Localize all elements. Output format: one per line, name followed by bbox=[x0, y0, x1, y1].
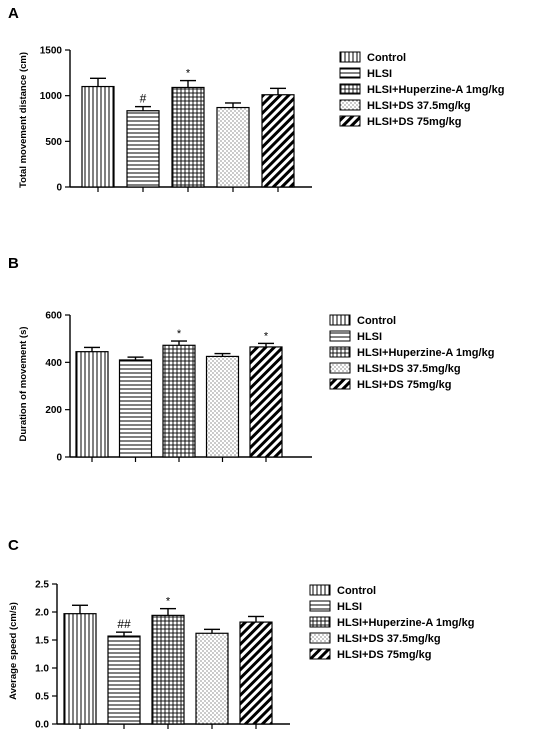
legend-swatch bbox=[309, 632, 331, 644]
y-axis: 0.0 0.5 1.0 1.5 2.0 2.5 bbox=[35, 580, 58, 731]
panel-a: A Total movement distance (cm) 0 500 1000 1… bbox=[8, 5, 504, 194]
y-tick-label: 2.5 bbox=[35, 580, 49, 591]
x-axis bbox=[70, 186, 312, 192]
legend-swatch bbox=[329, 330, 351, 342]
bar bbox=[239, 621, 273, 725]
bar bbox=[107, 635, 141, 725]
legend-label: Control bbox=[357, 315, 396, 327]
legend-label: HLSI+DS 37.5mg/kg bbox=[367, 100, 471, 112]
y-axis-label: Average speed (cm/s) bbox=[8, 602, 19, 700]
legend-swatch bbox=[339, 51, 361, 63]
y-tick-label: 2.0 bbox=[35, 608, 49, 619]
panel-label: B bbox=[8, 255, 19, 272]
legend-swatch bbox=[309, 616, 331, 628]
y-axis-label: Duration of movement (s) bbox=[18, 326, 29, 441]
bar bbox=[81, 85, 115, 188]
legend-label: Control bbox=[367, 52, 406, 64]
x-axis bbox=[70, 456, 312, 462]
y-axis: 0 200 400 600 bbox=[45, 311, 71, 464]
bar bbox=[75, 351, 109, 458]
legend-swatch bbox=[339, 67, 361, 79]
bar bbox=[151, 614, 185, 725]
y-tick-label: 0.5 bbox=[35, 692, 49, 703]
legend-swatch bbox=[309, 584, 331, 596]
y-tick-label: 1000 bbox=[40, 91, 63, 102]
legend-swatch bbox=[329, 362, 351, 374]
legend-label: HLSI+DS 75mg/kg bbox=[337, 649, 431, 661]
y-tick-label: 1500 bbox=[40, 46, 63, 57]
legend-swatch bbox=[329, 378, 351, 390]
panel-label: C bbox=[8, 537, 19, 554]
y-tick-label: 0.0 bbox=[35, 720, 49, 731]
panel-c: C Average speed (cm/s) 0.0 0.5 1.0 1.5 2.0 2.… bbox=[8, 537, 474, 731]
bar bbox=[162, 344, 196, 458]
legend-label: Control bbox=[337, 585, 376, 597]
legend-label: HLSI+DS 37.5mg/kg bbox=[337, 633, 441, 645]
y-axis-label: Total movement distance (cm) bbox=[18, 52, 29, 188]
y-tick-label: 400 bbox=[45, 358, 62, 369]
y-tick-label: 0 bbox=[56, 453, 62, 464]
y-tick-label: 200 bbox=[45, 405, 62, 416]
legend-label: HLSI bbox=[367, 68, 392, 80]
legend: Control HLSI HLSI+Huperzine-A 1mg/kg HLSI+D… bbox=[339, 51, 504, 128]
bar bbox=[249, 346, 283, 458]
significance-marker: * bbox=[264, 330, 269, 342]
bar bbox=[261, 94, 295, 188]
legend-swatch bbox=[329, 314, 351, 326]
significance-marker: * bbox=[177, 328, 182, 340]
significance-marker: ## bbox=[117, 617, 131, 631]
bar bbox=[195, 632, 229, 725]
y-axis: 0 500 1000 1500 bbox=[40, 46, 71, 194]
bars: #* bbox=[81, 68, 295, 188]
legend-label: HLSI bbox=[357, 331, 382, 343]
legend-swatch bbox=[329, 346, 351, 358]
legend-swatch bbox=[309, 600, 331, 612]
y-tick-label: 1.5 bbox=[35, 636, 49, 647]
bar bbox=[126, 110, 160, 188]
legend-label: HLSI+DS 75mg/kg bbox=[357, 379, 451, 391]
significance-marker: * bbox=[186, 68, 191, 80]
legend-swatch bbox=[339, 83, 361, 95]
legend-label: HLSI+DS 75mg/kg bbox=[367, 116, 461, 128]
legend-swatch bbox=[339, 99, 361, 111]
legend-label: HLSI+Huperzine-A 1mg/kg bbox=[337, 617, 474, 629]
bar bbox=[171, 86, 205, 188]
legend-label: HLSI+DS 37.5mg/kg bbox=[357, 363, 461, 375]
y-tick-label: 500 bbox=[45, 137, 62, 148]
bars: * * bbox=[75, 328, 283, 458]
panel-label: A bbox=[8, 5, 19, 22]
legend: Control HLSI HLSI+Huperzine-A 1mg/kg HLSI+D… bbox=[329, 314, 494, 391]
legend-swatch bbox=[309, 648, 331, 660]
bar bbox=[216, 106, 250, 188]
legend-label: HLSI+Huperzine-A 1mg/kg bbox=[357, 347, 494, 359]
legend-label: HLSI bbox=[337, 601, 362, 613]
legend-label: HLSI+Huperzine-A 1mg/kg bbox=[367, 84, 504, 96]
significance-marker: # bbox=[140, 92, 147, 106]
bar bbox=[205, 355, 240, 458]
y-tick-label: 600 bbox=[45, 311, 62, 322]
significance-marker: * bbox=[166, 596, 171, 608]
legend-swatch bbox=[339, 115, 361, 127]
bar bbox=[63, 613, 97, 725]
y-tick-label: 1.0 bbox=[35, 664, 49, 675]
legend: Control HLSI HLSI+Huperzine-A 1mg/kg HLSI+D… bbox=[309, 584, 474, 661]
bar bbox=[118, 359, 153, 458]
bars: ## * bbox=[63, 596, 273, 725]
x-axis bbox=[57, 723, 290, 729]
y-tick-label: 0 bbox=[56, 183, 62, 194]
